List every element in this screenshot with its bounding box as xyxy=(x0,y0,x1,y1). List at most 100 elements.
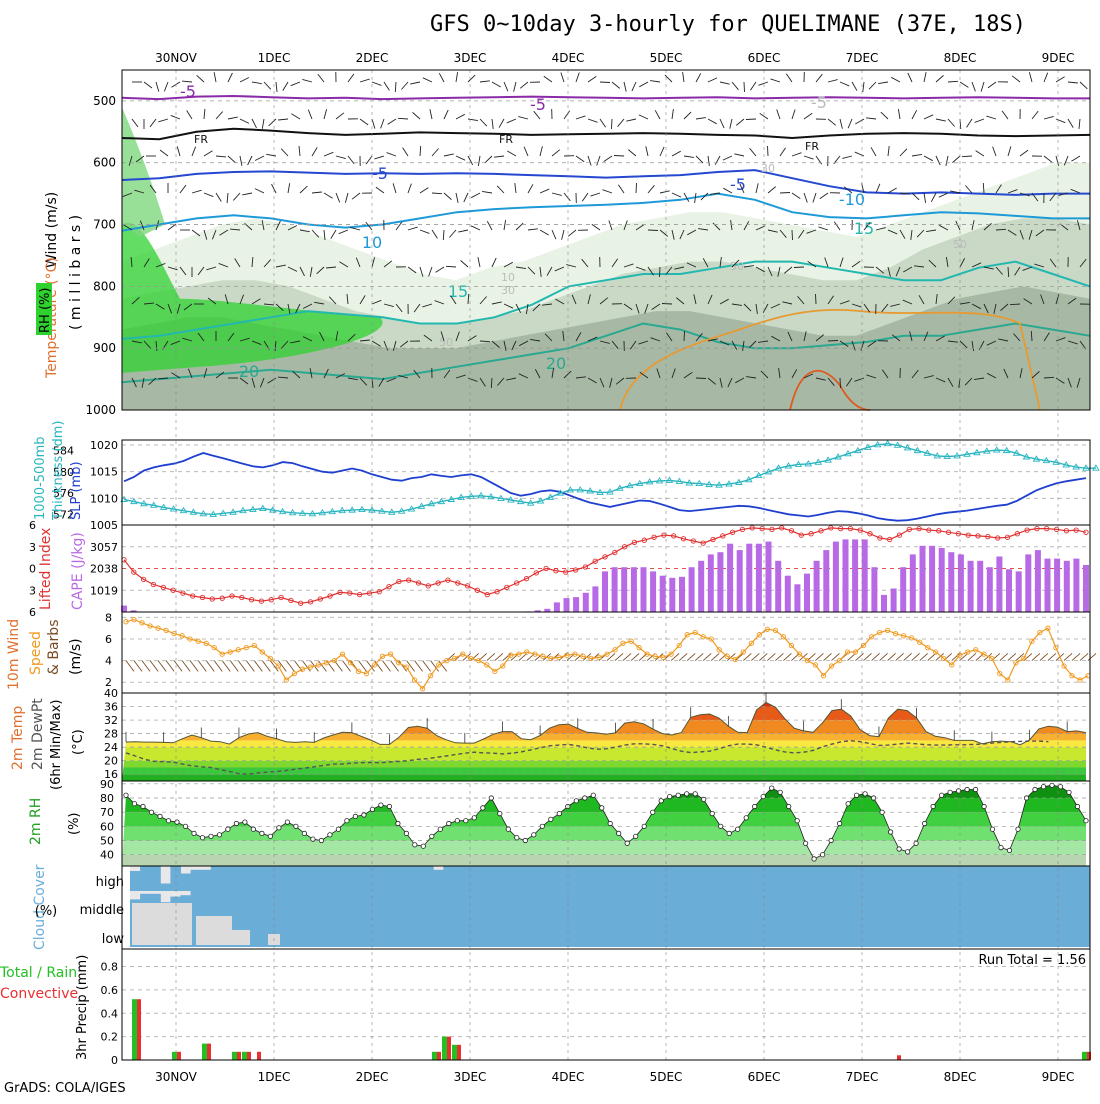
rh-marker xyxy=(999,845,1003,849)
rh-marker xyxy=(1075,804,1079,808)
rh-marker xyxy=(761,794,765,798)
date-label-top: 7DEC xyxy=(846,51,879,65)
cape-bar xyxy=(1073,559,1079,612)
cloud-cell xyxy=(696,919,707,947)
rh-marker xyxy=(166,819,170,823)
rh-marker xyxy=(939,793,943,797)
cloud-low-label: low xyxy=(102,932,125,947)
wind-barb xyxy=(780,193,790,194)
cape-bar xyxy=(968,561,974,612)
cloud-cell xyxy=(938,919,949,947)
cape-bar xyxy=(843,539,849,612)
wind-barb xyxy=(696,378,706,379)
cloud-cell xyxy=(848,891,859,919)
precip-total-bar xyxy=(1082,1052,1087,1060)
rh-marker xyxy=(642,824,646,828)
wind-speed-line xyxy=(126,620,1088,689)
wind-barb-10m xyxy=(166,661,174,672)
cloud-cell xyxy=(443,891,454,919)
precip-total-bar xyxy=(202,1044,207,1060)
cape-bar xyxy=(698,561,704,612)
cloud-cell xyxy=(453,891,464,919)
cape-bar xyxy=(564,598,570,612)
contour-label: -5 xyxy=(180,82,196,101)
panel-border xyxy=(122,949,1090,1060)
cloud-cell xyxy=(1080,866,1091,891)
cloud-cell xyxy=(787,866,798,891)
cloud-cell xyxy=(605,919,616,947)
cape-bar xyxy=(717,552,723,612)
cloud-cell xyxy=(544,866,555,891)
cape-tick-label: 1019 xyxy=(90,584,118,597)
date-label-bottom: 1DEC xyxy=(258,1070,291,1084)
rh-marker xyxy=(285,820,289,824)
cape-bar xyxy=(679,577,685,612)
cloud-cell xyxy=(656,919,667,947)
cloud-cell xyxy=(494,891,505,919)
wind-barb-10m xyxy=(1088,653,1096,660)
wind-barb-10m xyxy=(158,661,166,672)
temp-tick-label: 32 xyxy=(104,714,118,727)
precip-tick-label: 0.4 xyxy=(101,1007,119,1020)
cloud-cell xyxy=(181,874,192,892)
rh-marker xyxy=(1050,783,1054,787)
cloud-cell xyxy=(514,919,525,947)
cloud-cell xyxy=(595,891,606,919)
rh-marker xyxy=(268,834,272,838)
thickness-label-group: 1000-500mb xyxy=(33,436,48,520)
cloud-cell xyxy=(767,866,778,891)
contour-label: FR xyxy=(499,133,513,146)
cloud-cell xyxy=(201,891,212,919)
wind-barb-10m xyxy=(920,653,928,660)
rh-marker xyxy=(905,850,909,854)
cloud-cell xyxy=(362,919,373,947)
rh-marker xyxy=(234,821,238,825)
contour-label: -5 xyxy=(811,93,827,112)
rh-marker xyxy=(719,824,723,828)
cape-bar xyxy=(852,539,858,612)
cloud-cell xyxy=(686,919,697,947)
rh-marker xyxy=(294,824,298,828)
cloud-cell xyxy=(423,891,434,919)
cloud-cell xyxy=(807,866,818,891)
cloud-cell xyxy=(1080,891,1091,919)
cloud-gap xyxy=(132,903,192,945)
rh-marker xyxy=(489,796,493,800)
rh-marker xyxy=(812,857,816,861)
cape-bar xyxy=(1006,569,1012,612)
cloud-cell xyxy=(878,891,889,919)
cape-bar xyxy=(766,542,772,612)
cloud-cell xyxy=(302,891,313,919)
cloud-cell xyxy=(615,866,626,891)
precip-axis-label: 3hr Precip (mm) xyxy=(75,955,90,1060)
rh-marker xyxy=(311,837,315,841)
wind-tick-label: 8 xyxy=(105,611,112,624)
wind-barb-10m xyxy=(711,653,719,660)
cloud-cell xyxy=(373,919,384,947)
cloud-cell xyxy=(746,891,757,919)
rh-tick-label: 80 xyxy=(100,792,114,805)
cloud-cell xyxy=(322,866,333,891)
wind-label-group-4: (m/s) xyxy=(68,638,84,675)
wind-barb-10m xyxy=(222,661,230,672)
cloud-cell xyxy=(352,866,363,891)
contour-label: 20 xyxy=(546,354,566,373)
cloud-cell xyxy=(575,891,586,919)
pressure-axis-label: ( m i l l i b a r s ) xyxy=(68,215,84,330)
cloud-cell xyxy=(817,891,828,919)
rh-marker xyxy=(1058,785,1062,789)
cape-bar xyxy=(727,544,733,612)
cloud-cell xyxy=(858,866,869,891)
temp-unit-label: (°C) xyxy=(71,729,86,755)
wind-axis-label: Wind (m/s) xyxy=(44,192,60,268)
rh-band xyxy=(122,798,1090,812)
li-label-group: Lifted Index xyxy=(38,528,54,610)
cape-bar xyxy=(756,544,762,612)
rh-marker xyxy=(634,834,638,838)
cloud-cell xyxy=(302,866,313,891)
rh-marker xyxy=(345,819,349,823)
date-label-bottom: 30NOV xyxy=(155,1070,197,1084)
cloud-cell xyxy=(140,866,151,891)
cloud-cell xyxy=(1080,919,1091,947)
cloud-cell xyxy=(191,891,202,919)
